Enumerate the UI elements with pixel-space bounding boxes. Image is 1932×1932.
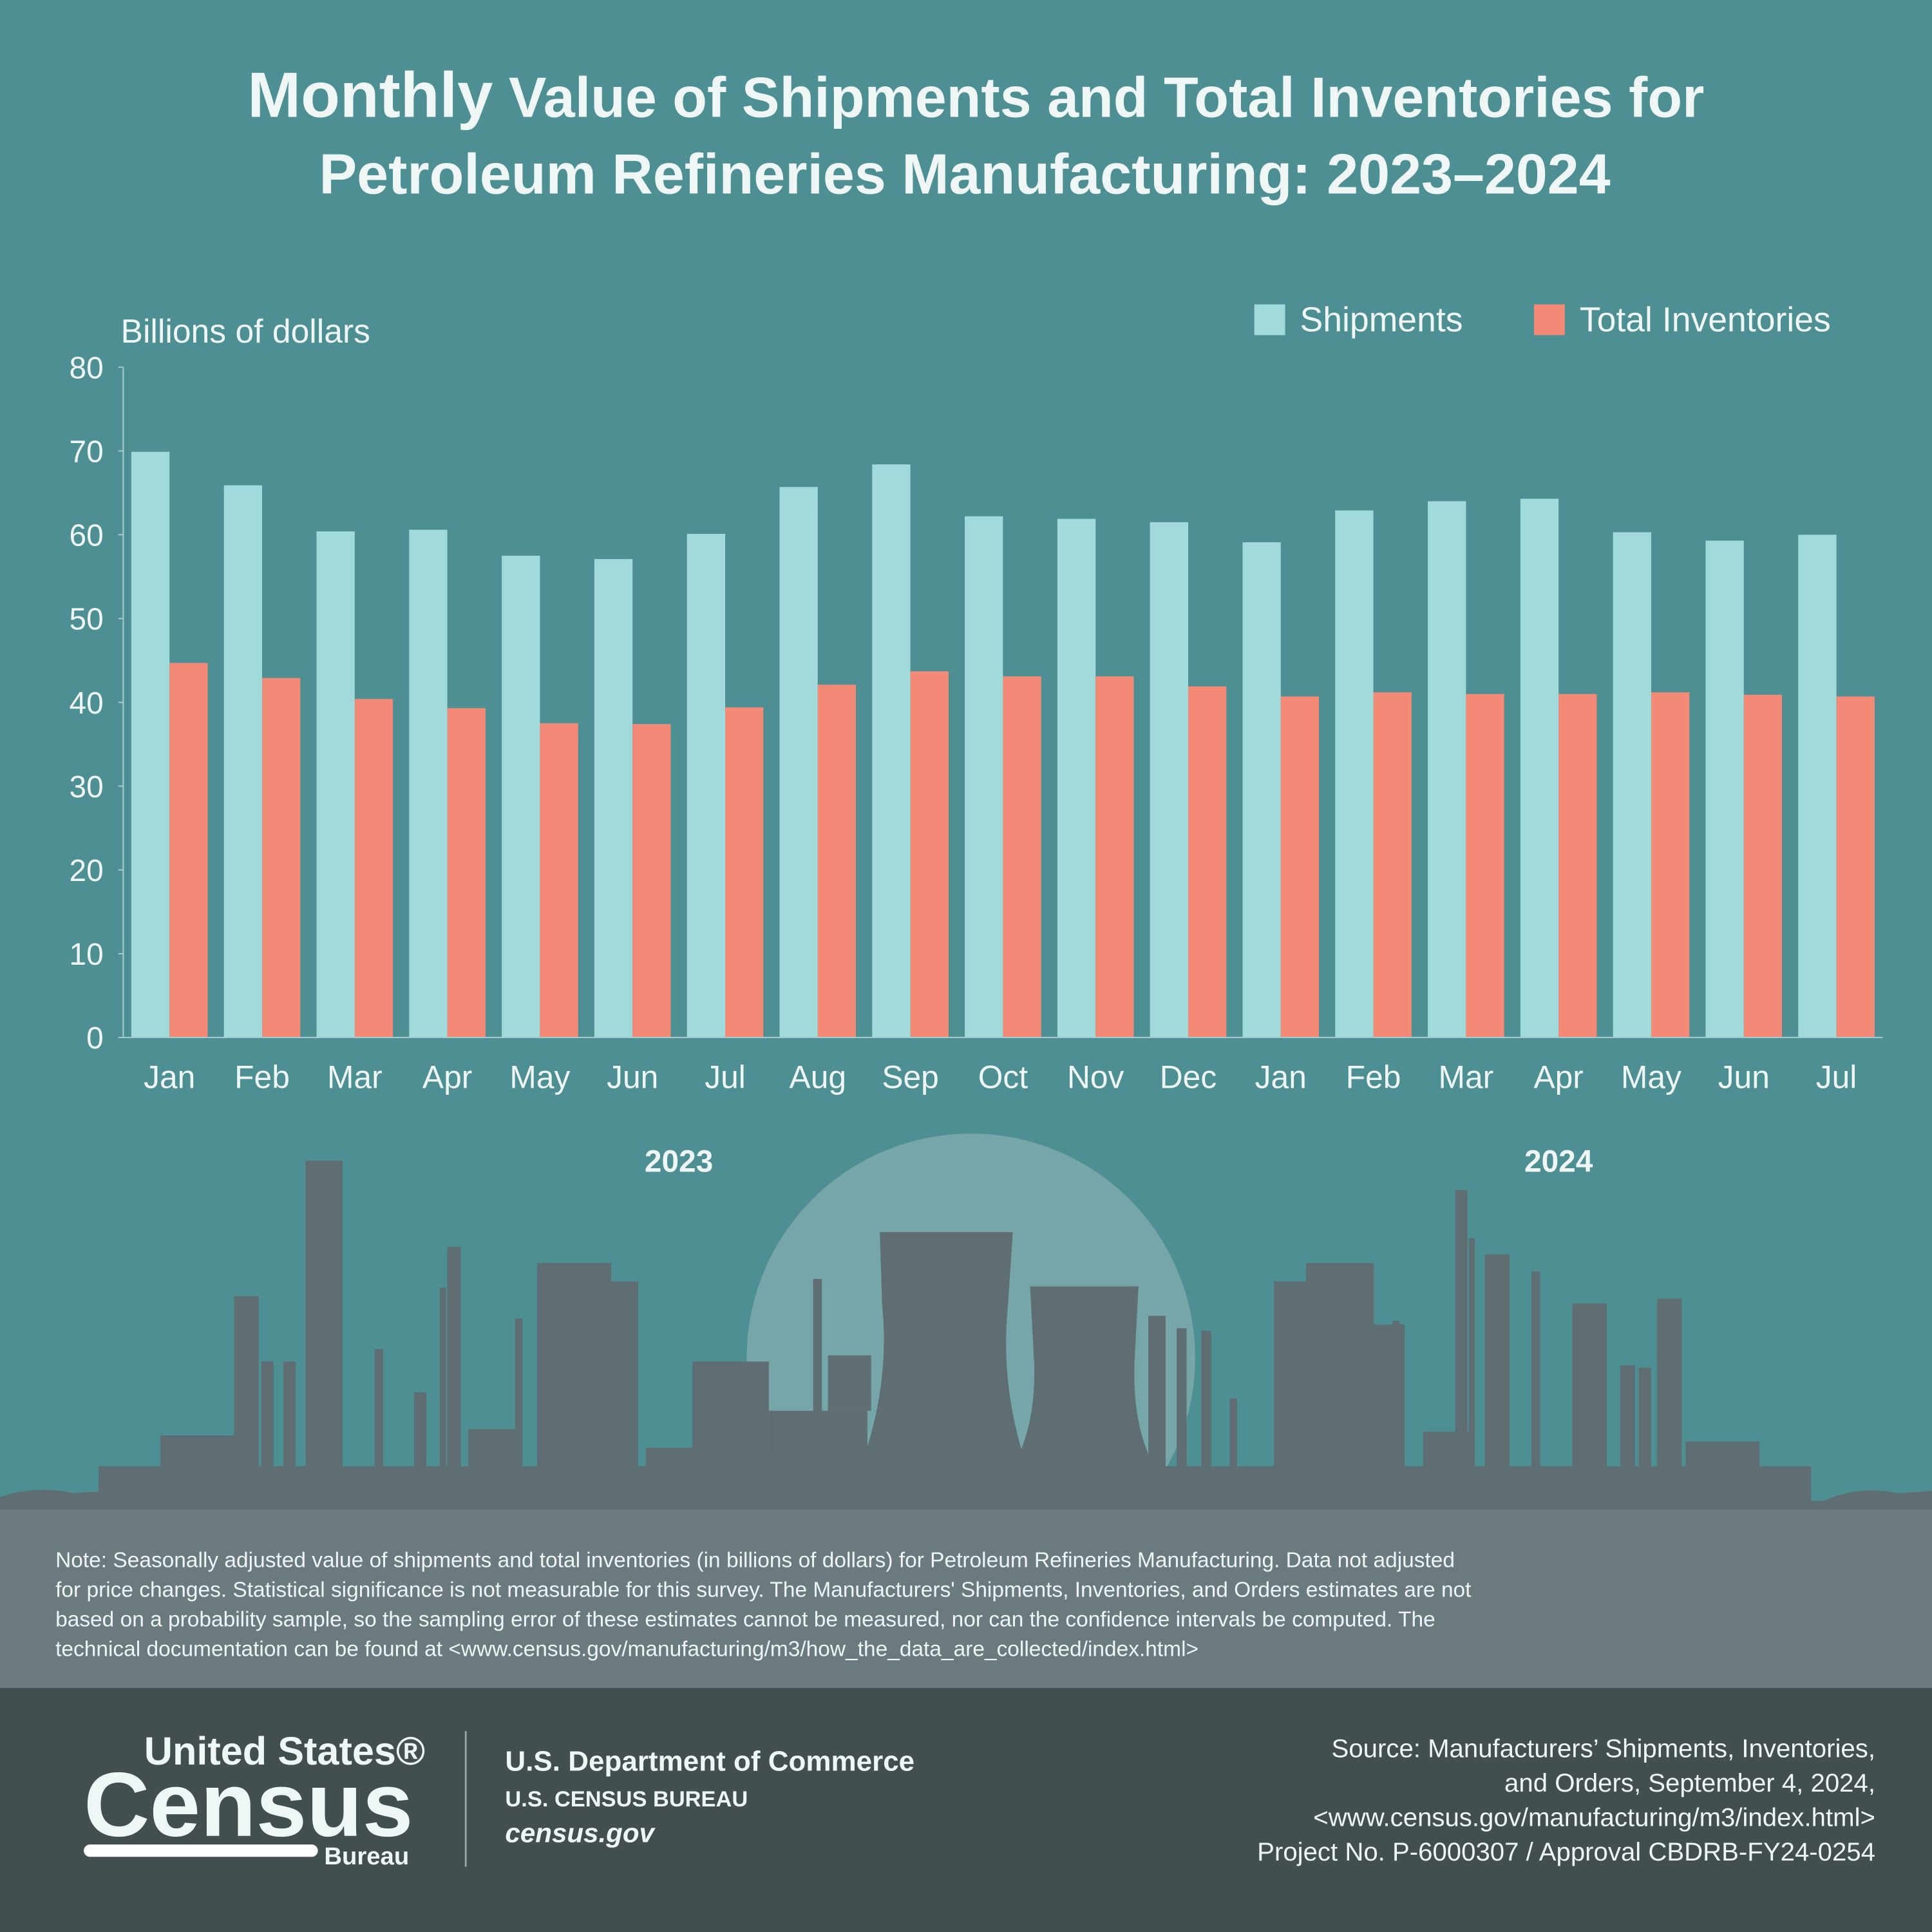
- footer: [0, 1688, 1932, 1932]
- x-tick-label: Jun: [607, 1059, 658, 1095]
- note-line: for price changes. Statistical significa…: [55, 1578, 1472, 1602]
- bar: [1335, 510, 1374, 1037]
- department: U.S. Department of Commerce: [505, 1745, 914, 1777]
- bar: [872, 464, 911, 1037]
- bar: [169, 663, 208, 1037]
- x-tick-label: Nov: [1067, 1059, 1124, 1095]
- x-tick-label: Oct: [978, 1059, 1028, 1095]
- bar: [1558, 694, 1597, 1037]
- y-tick-label: 10: [70, 938, 104, 972]
- bar: [632, 724, 671, 1037]
- x-tick-label: May: [509, 1059, 570, 1095]
- bar: [502, 555, 540, 1037]
- y-tick-label: 50: [70, 603, 104, 637]
- bar: [1057, 518, 1096, 1037]
- bureau: U.S. CENSUS BUREAU: [505, 1787, 748, 1812]
- source-line: <www.census.gov/manufacturing/m3/index.h…: [1313, 1803, 1875, 1832]
- logo-top: United States®: [144, 1729, 425, 1773]
- bar: [1613, 532, 1651, 1037]
- y-tick-label: 70: [70, 435, 104, 469]
- bar: [223, 485, 263, 1037]
- title-lead: Monthly: [247, 60, 493, 131]
- bar: [354, 699, 393, 1037]
- year-label: 2024: [1524, 1145, 1593, 1179]
- bar: [131, 451, 170, 1037]
- note-line: based on a probability sample, so the sa…: [55, 1608, 1435, 1632]
- bar: [1743, 694, 1783, 1037]
- bar: [1705, 540, 1744, 1037]
- bar: [1466, 694, 1504, 1037]
- y-tick-label: 0: [86, 1021, 104, 1056]
- bar: [687, 534, 726, 1037]
- source-line: and Orders, September 4, 2024,: [1504, 1768, 1875, 1797]
- x-tick-label: Sep: [882, 1059, 939, 1095]
- census-logo: United States® Census Bureau: [84, 1729, 425, 1870]
- bar: [910, 671, 949, 1037]
- bar: [1150, 522, 1188, 1037]
- legend-label: Shipments: [1300, 301, 1463, 339]
- bar: [262, 677, 301, 1037]
- x-tick-label: Feb: [234, 1059, 290, 1095]
- chart-title: Monthly Value of Shipments and Total Inv…: [247, 60, 1704, 131]
- bar: [1095, 676, 1134, 1037]
- bar: [594, 559, 633, 1037]
- x-tick-label: Jun: [1718, 1059, 1770, 1095]
- logo-bottom: Bureau: [324, 1842, 409, 1870]
- bar: [1188, 686, 1227, 1037]
- x-tick-label: Jan: [144, 1059, 195, 1095]
- bar: [725, 707, 764, 1037]
- year-label: 2023: [645, 1145, 713, 1179]
- note: Note: Seasonally adjusted value of shipm…: [55, 1549, 1472, 1662]
- x-tick-label: Dec: [1160, 1059, 1217, 1095]
- bar: [447, 708, 486, 1037]
- bar: [1280, 696, 1320, 1037]
- x-tick-label: Apr: [1533, 1059, 1583, 1095]
- x-tick-label: Jan: [1255, 1059, 1307, 1095]
- y-axis-label: Billions of dollars: [120, 312, 370, 350]
- y-tick-label: 80: [70, 351, 104, 385]
- bar: [817, 685, 857, 1037]
- note-band: [0, 1509, 1932, 1689]
- y-tick-label: 60: [70, 519, 104, 553]
- legend-swatch: [1254, 304, 1285, 336]
- note-line: Note: Seasonally adjusted value of shipm…: [55, 1549, 1455, 1573]
- x-tick-label: Feb: [1346, 1059, 1401, 1095]
- bar: [540, 723, 578, 1037]
- legend-label: Total Inventories: [1580, 301, 1831, 339]
- bar: [1003, 676, 1041, 1037]
- x-tick-label: Jul: [1816, 1059, 1857, 1095]
- bar: [1651, 692, 1690, 1037]
- x-tick-label: Mar: [327, 1059, 383, 1095]
- x-tick-label: Mar: [1439, 1059, 1494, 1095]
- x-tick-label: Jul: [705, 1059, 746, 1095]
- y-tick-label: 20: [70, 854, 104, 888]
- legend-swatch: [1534, 304, 1565, 336]
- logo-bar: [84, 1844, 318, 1857]
- bar: [965, 516, 1003, 1037]
- x-tick-label: Aug: [790, 1059, 847, 1095]
- bar: [316, 531, 355, 1037]
- source-line: Source: Manufacturers’ Shipments, Invent…: [1332, 1734, 1875, 1763]
- bar: [779, 487, 818, 1037]
- bar: [1798, 535, 1837, 1037]
- source: Source: Manufacturers’ Shipments, Invent…: [1257, 1734, 1875, 1866]
- chart-title: Petroleum Refineries Manufacturing: 2023…: [319, 142, 1610, 205]
- x-tick-label: Apr: [422, 1059, 472, 1095]
- bar: [1836, 696, 1875, 1037]
- note-line: technical documentation can be found at …: [55, 1637, 1198, 1661]
- bar: [1373, 692, 1412, 1037]
- source-line: Project No. P-6000307 / Approval CBDRB-F…: [1257, 1837, 1875, 1866]
- bar: [1428, 501, 1466, 1037]
- bar: [1520, 498, 1559, 1037]
- bar: [1242, 542, 1281, 1037]
- y-tick-label: 40: [70, 687, 104, 721]
- y-tick-label: 30: [70, 770, 104, 804]
- logo-main: Census: [84, 1754, 413, 1856]
- x-tick-label: May: [1621, 1059, 1681, 1095]
- bar: [409, 529, 448, 1037]
- title-line: Value of Shipments and Total Inventories…: [509, 66, 1704, 129]
- site: census.gov: [505, 1817, 656, 1848]
